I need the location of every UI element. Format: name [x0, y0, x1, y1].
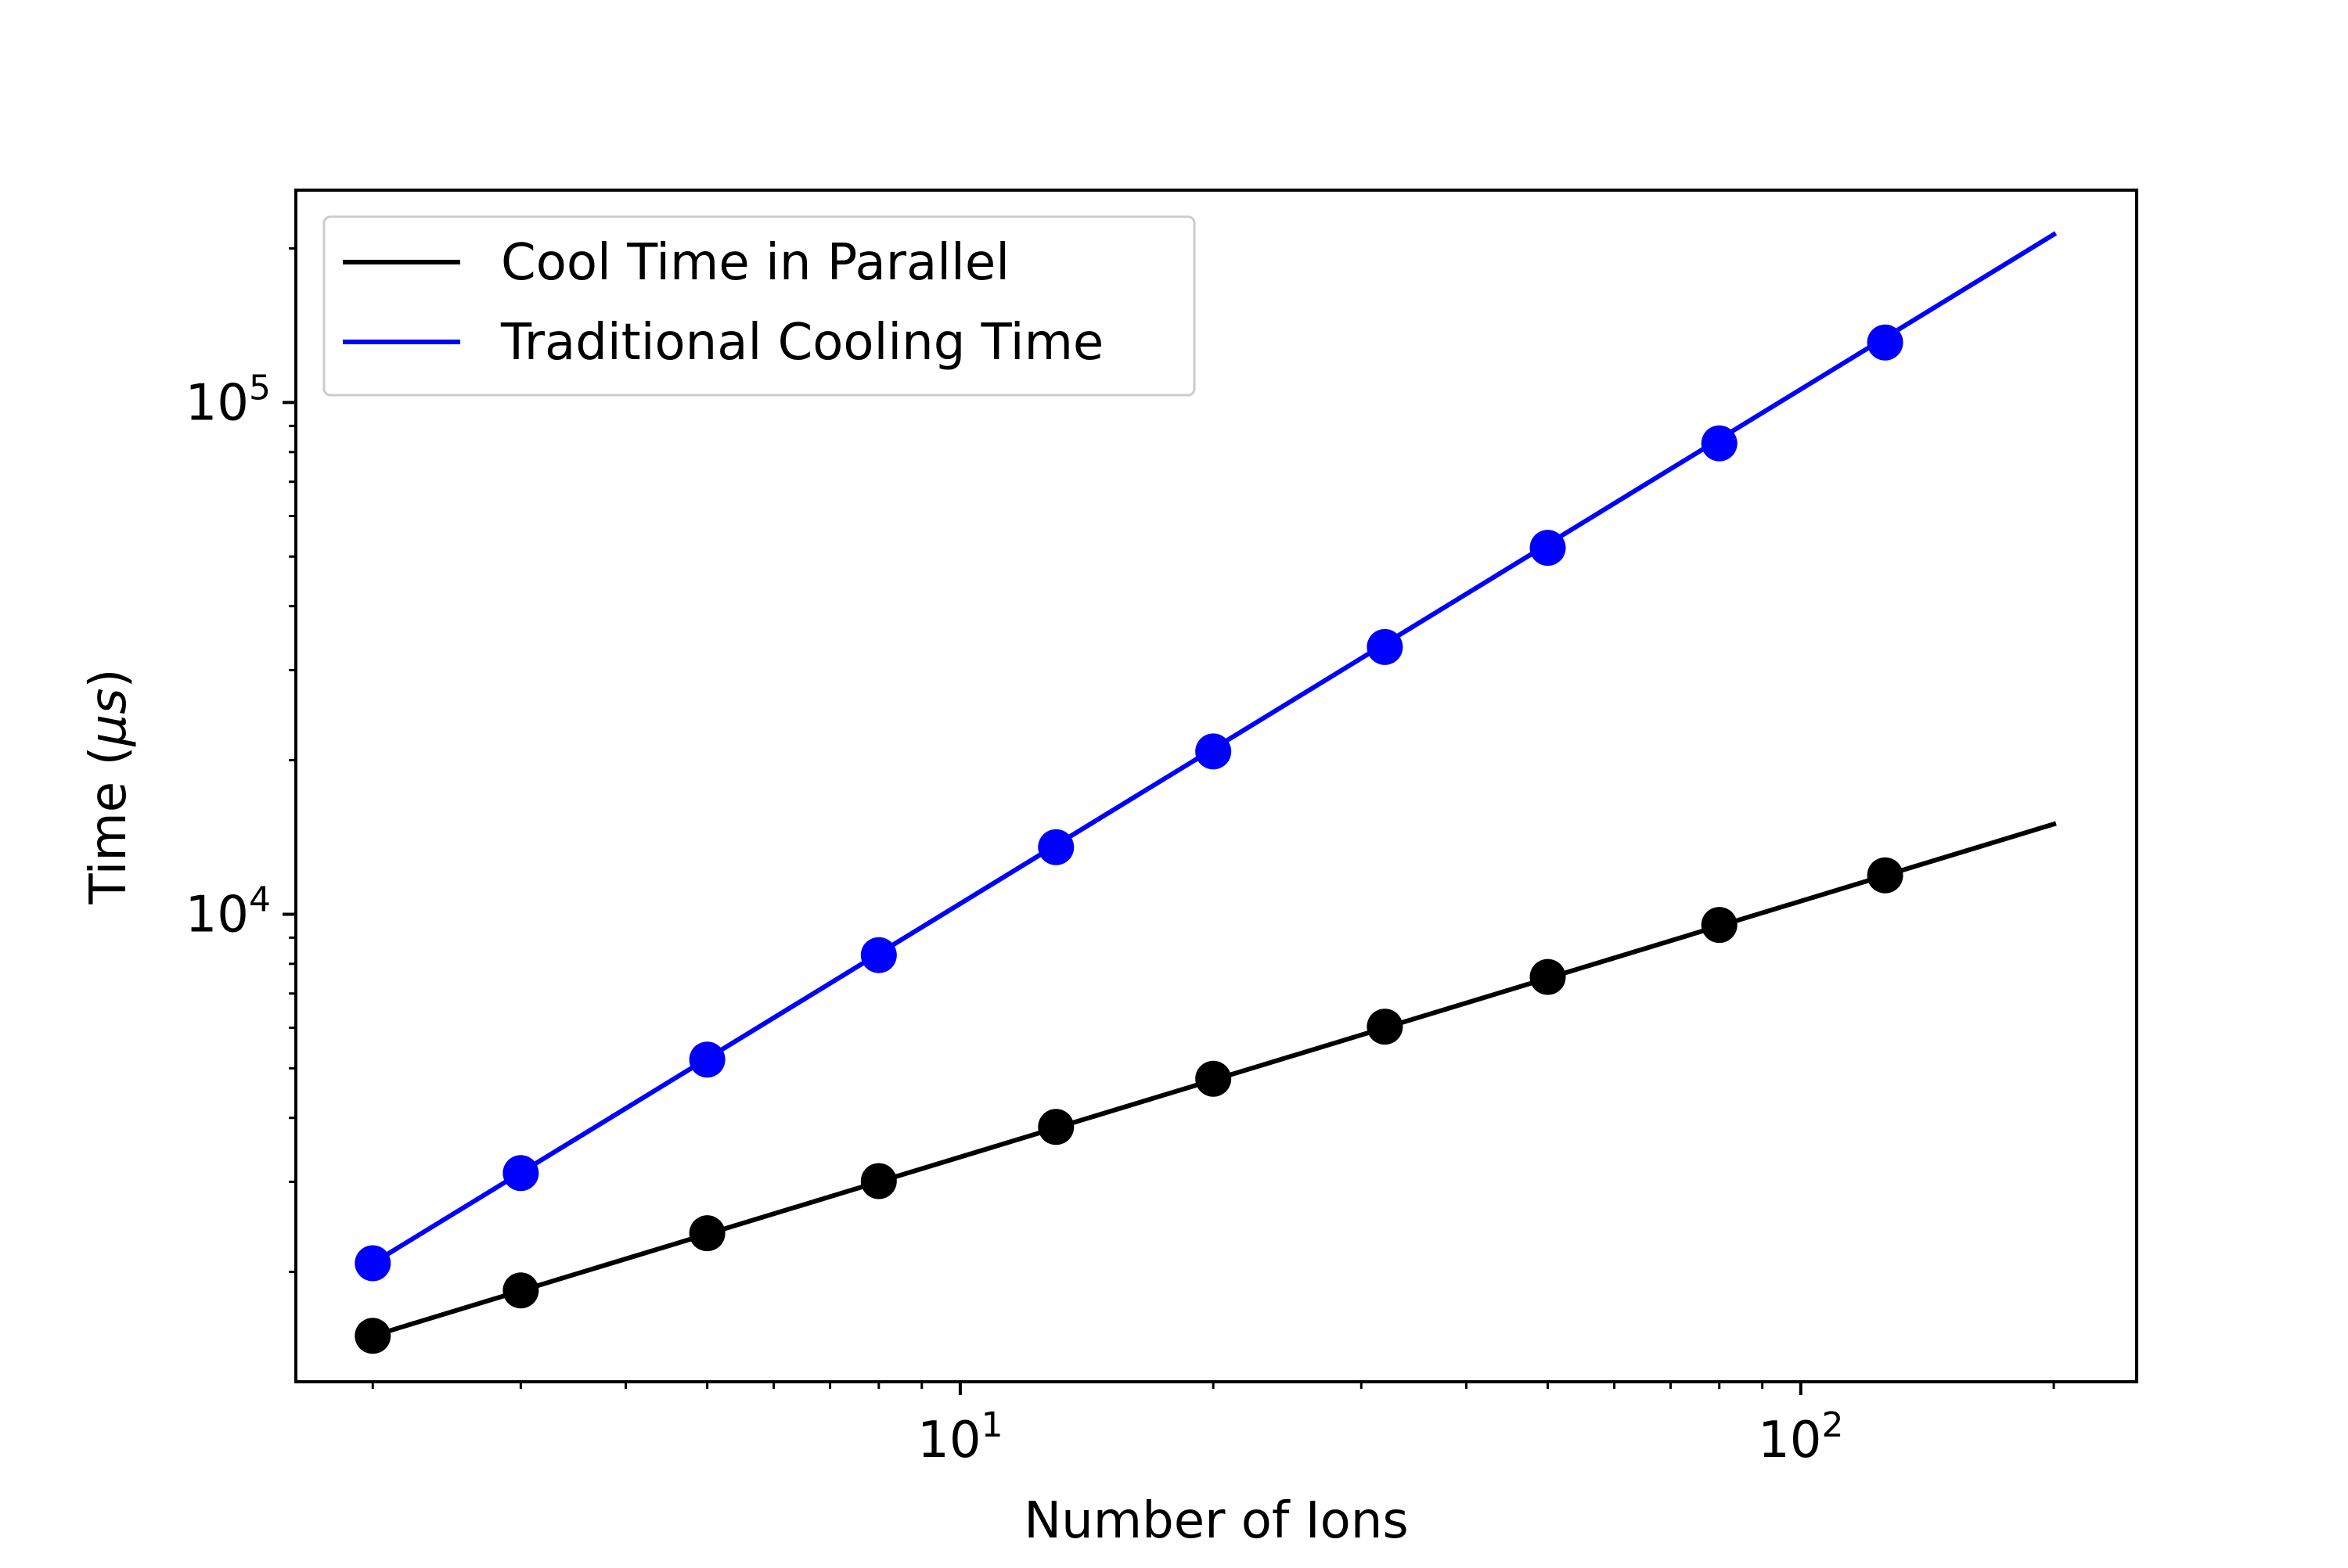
data-point-traditional	[860, 937, 897, 973]
data-point-traditional	[1529, 530, 1566, 566]
y-axis-ticks: 104 105	[185, 247, 296, 1274]
data-point-cool-time	[689, 1215, 726, 1252]
x-axis-ticks: 101 102	[371, 1382, 2055, 1469]
y-tick-label: 105	[185, 368, 271, 432]
data-point-cool-time	[355, 1318, 391, 1354]
data-point-cool-time	[1867, 857, 1903, 894]
legend-box	[322, 215, 1196, 397]
data-point-traditional	[1701, 425, 1738, 462]
data-point-cool-time	[860, 1163, 897, 1199]
data-point-cool-time	[1195, 1060, 1232, 1097]
data-point-cool-time	[1529, 958, 1566, 995]
x-tick-label: 101	[917, 1405, 1003, 1469]
data-point-traditional	[1195, 733, 1232, 770]
y-axis-label-symbol: μs	[80, 688, 138, 746]
legend-label-traditional: Traditional Cooling Time	[500, 314, 1104, 372]
legend-label-cool-time: Cool Time in Parallel	[501, 234, 1010, 292]
data-point-traditional	[689, 1041, 726, 1078]
data-point-traditional	[1038, 829, 1075, 865]
data-point-cool-time	[1038, 1109, 1075, 1145]
series-layer	[355, 231, 2058, 1354]
data-point-cool-time	[1367, 1009, 1403, 1045]
legend: Cool Time in Parallel Traditional Coolin…	[322, 215, 1196, 397]
data-point-traditional	[1867, 324, 1903, 361]
axes-frame	[294, 189, 2138, 1383]
y-axis-label-prefix: Time (	[80, 746, 138, 905]
x-tick-label: 102	[1758, 1405, 1843, 1469]
x-axis-label: Number of Ions	[1024, 1492, 1408, 1550]
data-point-cool-time	[502, 1272, 539, 1309]
plot-area	[355, 231, 2058, 1354]
y-axis-label-suffix: )	[80, 669, 138, 689]
data-point-cool-time	[1701, 907, 1738, 944]
data-point-traditional	[502, 1155, 539, 1192]
y-tick-label: 104	[185, 879, 271, 944]
y-axis-label: Time (μs)	[80, 669, 138, 905]
data-point-traditional	[1367, 628, 1403, 665]
data-point-traditional	[355, 1245, 391, 1282]
